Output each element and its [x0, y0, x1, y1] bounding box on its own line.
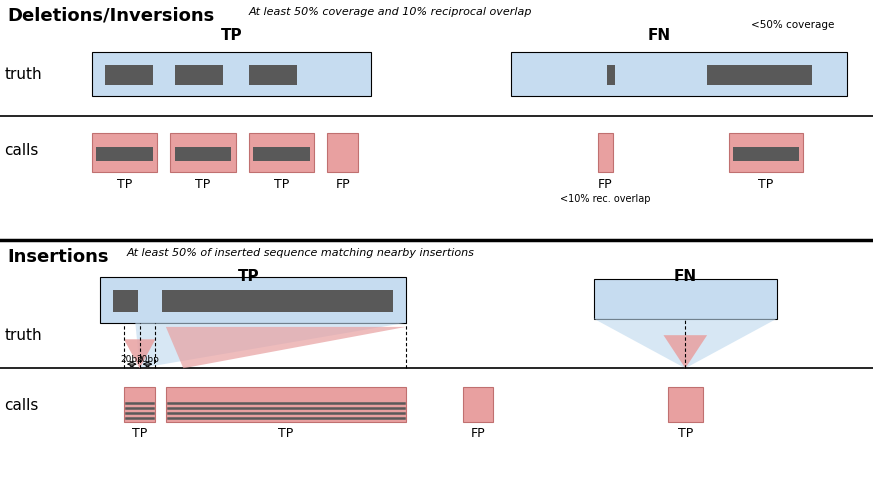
- Polygon shape: [135, 323, 406, 368]
- Text: 20bp: 20bp: [136, 356, 159, 364]
- Text: truth: truth: [4, 67, 42, 82]
- Text: FP: FP: [598, 178, 613, 191]
- FancyBboxPatch shape: [92, 52, 371, 96]
- FancyBboxPatch shape: [175, 65, 223, 85]
- FancyBboxPatch shape: [92, 133, 157, 172]
- Text: TP: TP: [132, 428, 147, 441]
- Text: At least 50% coverage and 10% reciprocal overlap: At least 50% coverage and 10% reciprocal…: [249, 7, 533, 16]
- FancyBboxPatch shape: [166, 387, 406, 422]
- FancyBboxPatch shape: [105, 65, 153, 85]
- Text: Insertions: Insertions: [7, 248, 108, 266]
- FancyBboxPatch shape: [124, 387, 155, 422]
- Text: truth: truth: [4, 328, 42, 343]
- FancyBboxPatch shape: [463, 387, 493, 422]
- Text: At least 50% of inserted sequence matching nearby insertions: At least 50% of inserted sequence matchi…: [127, 248, 474, 258]
- Text: TP: TP: [117, 178, 132, 191]
- Polygon shape: [124, 339, 155, 368]
- Text: Deletions/Inversions: Deletions/Inversions: [7, 7, 214, 24]
- Text: calls: calls: [4, 398, 38, 413]
- Polygon shape: [663, 335, 707, 368]
- FancyBboxPatch shape: [249, 65, 297, 85]
- FancyBboxPatch shape: [729, 133, 803, 172]
- FancyBboxPatch shape: [594, 279, 777, 319]
- FancyBboxPatch shape: [733, 146, 799, 161]
- FancyBboxPatch shape: [253, 146, 310, 161]
- Text: <10% rec. overlap: <10% rec. overlap: [560, 194, 650, 204]
- Text: TP: TP: [677, 428, 693, 441]
- Text: FN: FN: [674, 269, 697, 284]
- Polygon shape: [166, 327, 406, 368]
- FancyBboxPatch shape: [707, 65, 812, 85]
- Text: TP: TP: [196, 178, 210, 191]
- Text: FP: FP: [335, 178, 350, 191]
- Polygon shape: [594, 319, 777, 368]
- Text: TP: TP: [278, 428, 293, 441]
- Text: TP: TP: [274, 178, 289, 191]
- FancyBboxPatch shape: [249, 133, 314, 172]
- Text: <50% coverage: <50% coverage: [751, 20, 835, 30]
- FancyBboxPatch shape: [113, 289, 138, 312]
- Text: calls: calls: [4, 143, 38, 158]
- Text: TP: TP: [759, 178, 773, 191]
- FancyBboxPatch shape: [607, 65, 615, 85]
- Text: FP: FP: [471, 428, 485, 441]
- FancyBboxPatch shape: [668, 387, 703, 422]
- FancyBboxPatch shape: [327, 133, 358, 172]
- FancyBboxPatch shape: [100, 277, 406, 323]
- Text: TP: TP: [238, 269, 259, 284]
- Text: TP: TP: [221, 28, 242, 43]
- FancyBboxPatch shape: [598, 133, 613, 172]
- FancyBboxPatch shape: [511, 52, 847, 96]
- FancyBboxPatch shape: [170, 133, 236, 172]
- FancyBboxPatch shape: [162, 289, 393, 312]
- FancyBboxPatch shape: [175, 146, 231, 161]
- FancyBboxPatch shape: [96, 146, 153, 161]
- Text: 20bp: 20bp: [120, 356, 143, 364]
- Text: FN: FN: [648, 28, 670, 43]
